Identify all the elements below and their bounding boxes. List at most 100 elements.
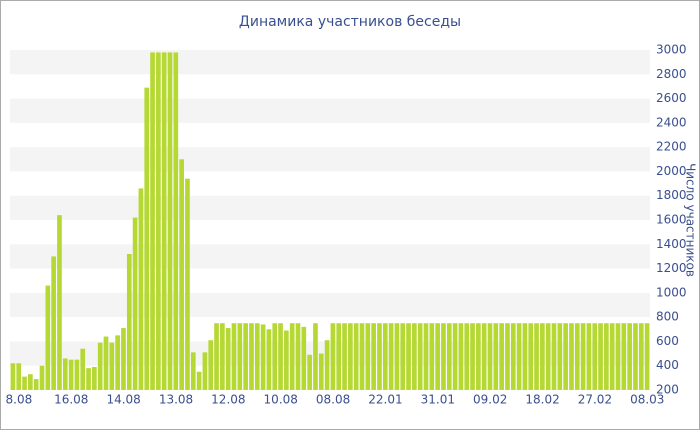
bar (115, 335, 120, 390)
bar (74, 359, 80, 390)
x-tick-label: 08.03 (630, 393, 664, 407)
bar (458, 323, 464, 390)
bar (604, 323, 609, 390)
bar (400, 323, 406, 390)
bar (528, 323, 534, 390)
bar (464, 323, 470, 390)
bar (109, 342, 115, 390)
bar (353, 323, 359, 390)
bar (522, 323, 528, 390)
bar (615, 323, 621, 390)
bar (289, 323, 295, 390)
bar (33, 379, 39, 390)
bar (103, 336, 109, 390)
bar (80, 348, 86, 390)
y-tick-label: 200 (656, 383, 679, 397)
bar (185, 178, 190, 390)
y-tick-label: 2600 (656, 91, 687, 105)
bar (86, 368, 91, 390)
bar (569, 323, 574, 390)
bar (371, 323, 376, 390)
bar (179, 159, 184, 390)
y-tick-label: 1000 (656, 285, 687, 299)
x-tick-label: 18.02 (525, 393, 559, 407)
bar (633, 323, 638, 390)
bar (266, 329, 272, 390)
y-tick-label: 3000 (656, 43, 687, 57)
bar (336, 323, 342, 390)
bar (138, 188, 144, 390)
bar (627, 323, 632, 390)
grid-band (10, 195, 650, 220)
x-tick-label: 22.01 (368, 393, 402, 407)
x-tick-label: 8.08 (6, 393, 33, 407)
bar (161, 52, 167, 391)
grid-band (10, 147, 650, 172)
y-tick-label: 2000 (656, 164, 687, 178)
x-tick-label: 14.08 (106, 393, 140, 407)
y-tick-label: 1600 (656, 213, 687, 227)
bar (365, 323, 371, 390)
bar (470, 323, 475, 390)
y-tick-label: 400 (656, 358, 679, 372)
bar (231, 323, 237, 390)
x-tick-label: 13.08 (159, 393, 193, 407)
bar (534, 323, 539, 390)
bar (446, 323, 452, 390)
bar (330, 323, 336, 390)
x-tick-label: 27.02 (578, 393, 612, 407)
bar (429, 323, 435, 390)
bar (307, 354, 312, 390)
bar (16, 363, 22, 390)
x-tick-label: 09.02 (473, 393, 507, 407)
bar (295, 323, 301, 390)
bar (592, 323, 598, 390)
bar (563, 323, 568, 390)
x-tick-label: 10.08 (264, 393, 298, 407)
bar (156, 52, 161, 391)
bar (39, 365, 45, 390)
bar (10, 363, 16, 390)
bar (348, 323, 353, 390)
bar (260, 324, 266, 390)
bar (324, 340, 330, 390)
bar (57, 215, 62, 390)
bar (318, 353, 324, 390)
bar (278, 323, 283, 390)
bar (545, 323, 551, 390)
bar (586, 323, 592, 390)
bar (452, 323, 458, 390)
bar (220, 323, 225, 390)
bar (121, 328, 126, 390)
bar (237, 323, 243, 390)
bar (435, 323, 440, 390)
bar (126, 254, 132, 390)
bar (208, 340, 214, 390)
chart-title: Динамика участников беседы (239, 14, 461, 30)
y-tick-label: 600 (656, 334, 679, 348)
bar (62, 358, 68, 390)
bar (202, 352, 208, 390)
y-axis-title: Число участников (684, 163, 698, 277)
bar (22, 376, 27, 390)
bar (28, 374, 33, 390)
grid-band (10, 292, 650, 318)
bar (388, 323, 394, 390)
bar (499, 323, 504, 390)
bar (638, 323, 644, 390)
bar (132, 217, 138, 390)
grid-band (10, 244, 650, 269)
bar (51, 256, 56, 390)
bar (214, 323, 219, 390)
bar (423, 323, 429, 390)
y-tick-label: 2800 (656, 67, 687, 81)
bar (342, 323, 347, 390)
bar (412, 323, 417, 390)
y-tick-label: 800 (656, 310, 679, 324)
x-tick-label: 12.08 (211, 393, 245, 407)
grid-band (10, 50, 650, 75)
bar (272, 323, 278, 390)
bar (417, 323, 423, 390)
bar (382, 323, 388, 390)
bar (540, 323, 545, 390)
